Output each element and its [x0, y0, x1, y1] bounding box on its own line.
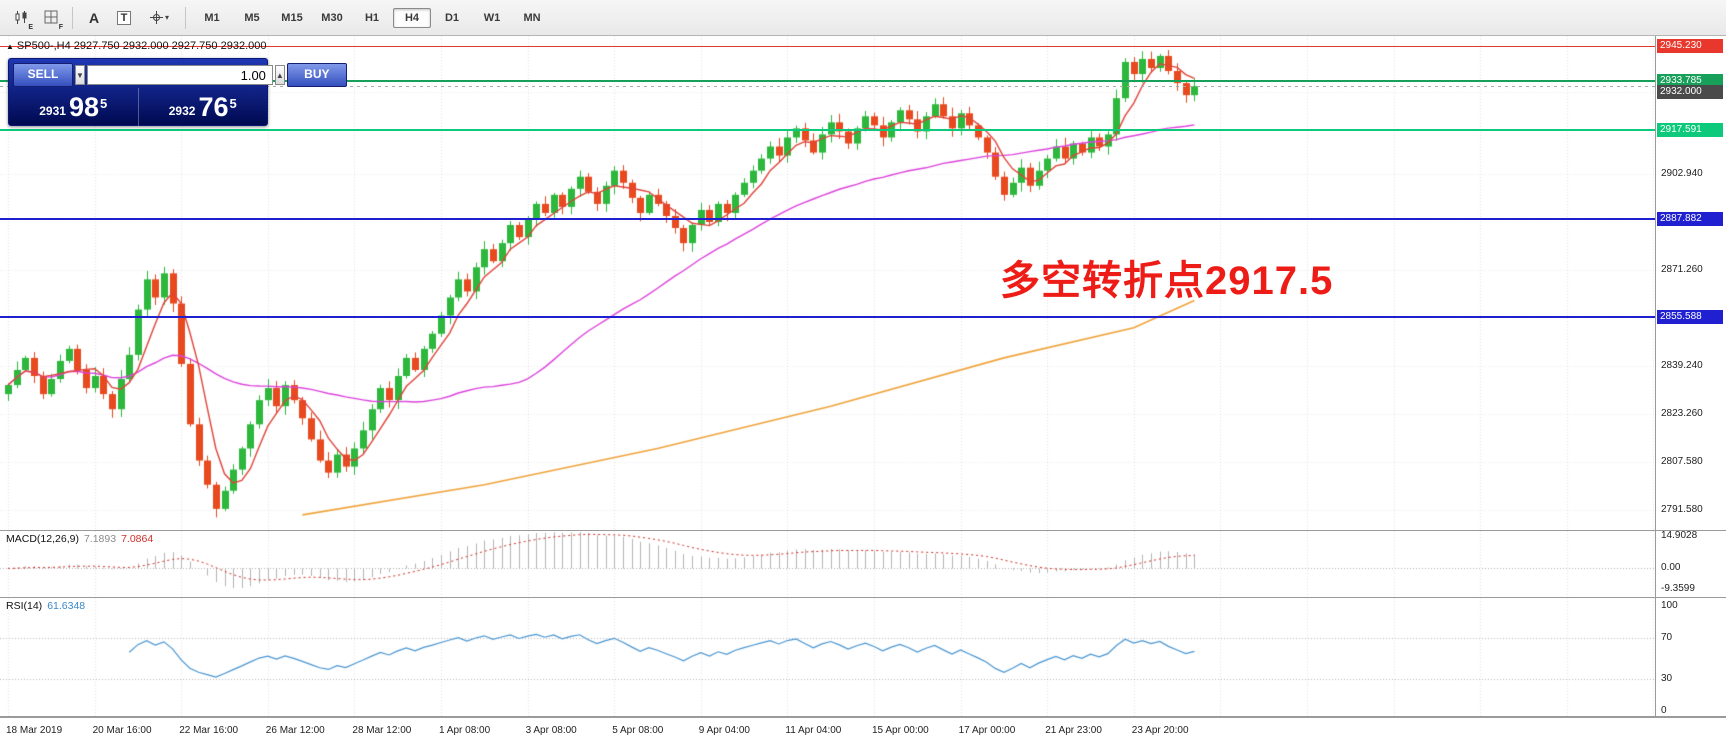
symbol-info-line: ▲ SP500-,H4 2927.750 2932.000 2927.750 29…: [6, 40, 266, 52]
rsi-scale-label: 0: [1661, 704, 1667, 716]
rsi-canvas[interactable]: [0, 598, 1655, 716]
time-label: 21 Apr 23:00: [1045, 725, 1102, 736]
timeframe-mn-button[interactable]: MN: [523, 11, 541, 24]
text-annotation-icon[interactable]: A: [88, 9, 100, 26]
rsi-label: RSI(14) 61.6348: [6, 600, 86, 612]
panel-separator[interactable]: [0, 716, 1726, 717]
time-label: 1 Apr 08:00: [439, 725, 491, 736]
panel-separator[interactable]: [0, 530, 1726, 531]
price-tick: 2902.940: [1661, 167, 1703, 179]
time-label: 18 Mar 2019: [6, 725, 63, 736]
price-tick: 2807.580: [1661, 455, 1703, 467]
indicator-grid-icon[interactable]: F: [37, 5, 65, 31]
grid-glyph: [44, 10, 57, 24]
time-label: 23 Apr 20:00: [1131, 725, 1189, 736]
price-badge: 2887.882: [1657, 212, 1723, 227]
price-badge: 2855.588: [1657, 309, 1723, 324]
macd-scale-label: -9.3599: [1661, 582, 1695, 594]
toolbar-separator: [72, 6, 73, 29]
timeframe-h4-button[interactable]: H4: [393, 7, 431, 28]
chart-text-annotation[interactable]: 多空转折点2917.5: [1000, 259, 1334, 303]
icon-sub-label: E: [28, 23, 33, 31]
symbol-ohlc-text: SP500-,H4 2927.750 2932.000 2927.750 293…: [16, 40, 267, 52]
timeframe-m30-button[interactable]: M30: [321, 11, 343, 24]
rsi-value: 61.6348: [47, 600, 86, 612]
time-label: 3 Apr 08:00: [525, 725, 577, 736]
panel-separator[interactable]: [0, 597, 1726, 598]
time-label: 5 Apr 08:00: [612, 725, 664, 736]
macd-value: 7.1893: [83, 533, 117, 545]
timeframe-m5-button[interactable]: M5: [244, 11, 260, 24]
timeframe-h1-button[interactable]: H1: [364, 11, 380, 24]
volume-decrease-button[interactable]: ▼: [75, 65, 85, 85]
timeframe-w1-button[interactable]: W1: [483, 11, 501, 24]
rsi-scale-label: 100: [1661, 600, 1678, 612]
price-badge: 2933.785: [1657, 73, 1723, 88]
main-chart-canvas[interactable]: [0, 36, 1655, 530]
macd-scale-label: 14.9028: [1661, 529, 1698, 541]
bid-quote: 2931 98 5: [39, 92, 108, 122]
macd-signal-value: 7.0864: [121, 533, 154, 545]
price-badge: 2932.000: [1657, 84, 1723, 99]
text-box-icon[interactable]: T: [110, 5, 138, 31]
rsi-indicator-panel: RSI(14) 61.6348: [0, 598, 1655, 716]
price-badge: 2945.230: [1657, 39, 1723, 54]
time-label: 11 Apr 04:00: [785, 725, 842, 736]
price-tick: 2839.240: [1661, 360, 1703, 372]
ask-quote: 2932 76 5: [137, 88, 268, 126]
price-tick: 2823.260: [1661, 408, 1703, 420]
price-tick: 2791.580: [1661, 504, 1703, 516]
price-axis[interactable]: 2945.230 2933.785 2932.000 2917.591 2902.940…: [1655, 36, 1726, 717]
crosshair-icon[interactable]: ▾: [140, 5, 178, 31]
one-click-trading-panel: SELL ▼ ▲ BUY 2931 98 5 2932 76 5: [8, 58, 347, 126]
toolbar-separator: [185, 6, 186, 29]
volume-increase-button[interactable]: ▲: [274, 65, 285, 85]
crosshair-glyph: [149, 11, 163, 24]
candlestick-chart-glyph: [15, 11, 26, 24]
rsi-scale-label: 30: [1661, 673, 1673, 685]
symbol-marker-icon: ▲: [6, 42, 14, 51]
macd-label: MACD(12,26,9) 7.1893 7.0864: [6, 533, 154, 545]
time-label: 28 Mar 12:00: [352, 725, 412, 736]
time-label: 26 Mar 12:00: [265, 725, 325, 736]
timeframe-d1-button[interactable]: D1: [444, 11, 460, 24]
volume-input[interactable]: [86, 65, 273, 85]
sell-button[interactable]: SELL: [13, 63, 73, 87]
main-chart-panel: ▲ SP500-,H4 2927.750 2932.000 2927.750 29…: [0, 36, 1655, 530]
time-label: 15 Apr 00:00: [872, 725, 929, 736]
macd-indicator-panel: MACD(12,26,9) 7.1893 7.0864: [0, 531, 1655, 597]
icon-sub-label: F: [58, 23, 63, 31]
toolbar: E F A T ▾ M1 M5 M15 M30: [0, 0, 1726, 36]
time-label: 20 Mar 16:00: [92, 725, 152, 736]
time-label: 17 Apr 00:00: [958, 725, 1016, 736]
rsi-scale-label: 70: [1661, 631, 1673, 643]
price-badge: 2917.591: [1657, 122, 1723, 137]
timeframe-m1-button[interactable]: M1: [204, 11, 220, 24]
buy-button[interactable]: BUY: [286, 63, 347, 87]
dropdown-caret-icon: ▾: [164, 13, 169, 22]
price-tick: 2871.260: [1661, 263, 1703, 275]
time-label: 22 Mar 16:00: [179, 725, 239, 736]
timeframe-m15-button[interactable]: M15: [281, 11, 303, 24]
macd-canvas[interactable]: [0, 531, 1655, 597]
chart-type-icon[interactable]: E: [7, 5, 35, 31]
macd-scale-label: 0.00: [1661, 562, 1681, 574]
time-label: 9 Apr 04:00: [698, 725, 750, 736]
time-axis[interactable]: 18 Mar 2019 20 Mar 16:00 22 Mar 16:00 26 Ma…: [0, 717, 1726, 753]
